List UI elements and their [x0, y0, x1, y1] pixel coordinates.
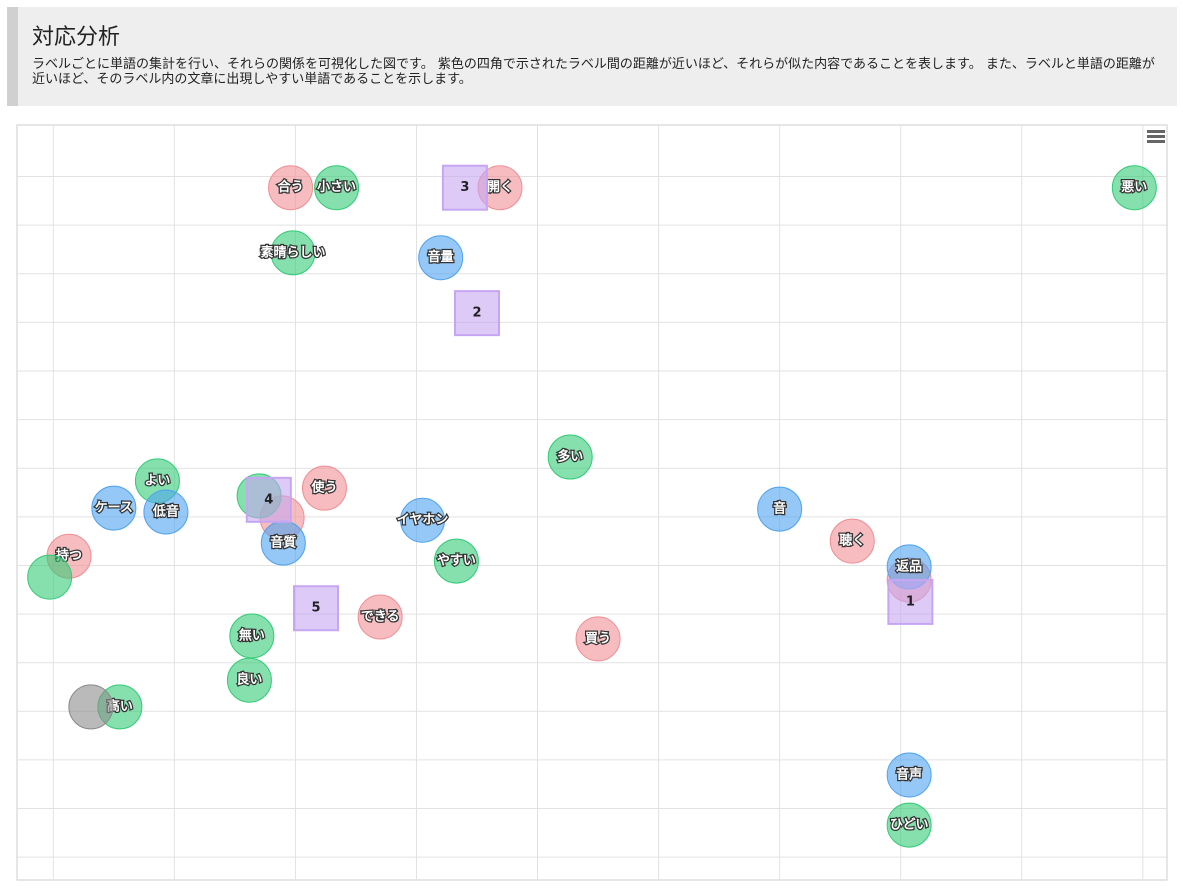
word-label: 聴く	[839, 533, 865, 549]
word-point	[226, 657, 272, 703]
word-label: 音量	[428, 249, 454, 265]
word-point	[433, 538, 479, 584]
label-text: 5	[311, 601, 320, 616]
title: 対応分析	[32, 25, 121, 50]
label-text: 2	[472, 306, 481, 321]
word-point	[27, 554, 73, 600]
word-label: 悪い	[1121, 180, 1147, 195]
menu-bar	[1147, 135, 1165, 138]
label-text: 3	[460, 180, 469, 195]
word-label: 無い	[239, 627, 265, 643]
word-label: できる	[361, 609, 400, 624]
word-label: 音声	[896, 766, 922, 782]
word-point	[1111, 165, 1157, 211]
word-label: イヤホン	[397, 513, 449, 528]
word-label: 合う	[278, 179, 304, 195]
label-square	[293, 585, 339, 632]
label-text: 1	[906, 594, 915, 609]
word-point	[68, 684, 114, 730]
word-label: 開く	[487, 180, 513, 195]
word-label: 音	[773, 501, 786, 517]
word-label: ケース	[95, 501, 133, 516]
menu-button[interactable]	[1147, 130, 1165, 143]
label-square	[887, 578, 934, 625]
word-point	[575, 616, 621, 662]
word-point	[547, 434, 593, 480]
label-square	[454, 290, 500, 337]
word-point	[757, 486, 803, 532]
description: ラベルごとに単語の集計を行い、それらの関係を可視化した図です。 紫色の四角で示さ…	[32, 57, 1155, 87]
label-text: 4	[264, 492, 273, 507]
menu-bar	[1147, 130, 1165, 133]
word-point	[886, 752, 932, 798]
word-label: 小さい	[317, 180, 356, 195]
label-square	[245, 476, 292, 523]
word-label: 多い	[557, 449, 583, 465]
menu-bar	[1147, 140, 1165, 143]
word-point	[886, 802, 932, 848]
word-label: 買う	[585, 631, 611, 646]
header: 対応分析 ラベルごとに単語の集計を行い、それらの関係を可視化した図です。 紫色の…	[7, 7, 1177, 106]
word-point	[301, 465, 347, 511]
word-label: 素晴らしい	[260, 244, 325, 260]
plot-area	[16, 124, 1168, 881]
word-point	[268, 165, 314, 211]
word-label: 返品	[896, 559, 922, 574]
word-point	[270, 230, 316, 276]
word-point	[829, 518, 875, 564]
word-label: ひどい	[890, 818, 929, 833]
word-label: 使う	[310, 480, 337, 496]
word-point	[91, 485, 137, 531]
label-square	[441, 164, 488, 211]
word-point	[418, 235, 464, 281]
word-label: 低音	[152, 503, 179, 519]
word-label: よい	[144, 473, 170, 488]
word-label: 音質	[270, 535, 296, 551]
word-label: やすい	[437, 554, 476, 569]
word-point	[314, 165, 360, 211]
word-point	[357, 594, 403, 640]
word-point	[400, 497, 446, 543]
word-label: 良い	[236, 672, 262, 688]
word-point	[143, 489, 189, 535]
